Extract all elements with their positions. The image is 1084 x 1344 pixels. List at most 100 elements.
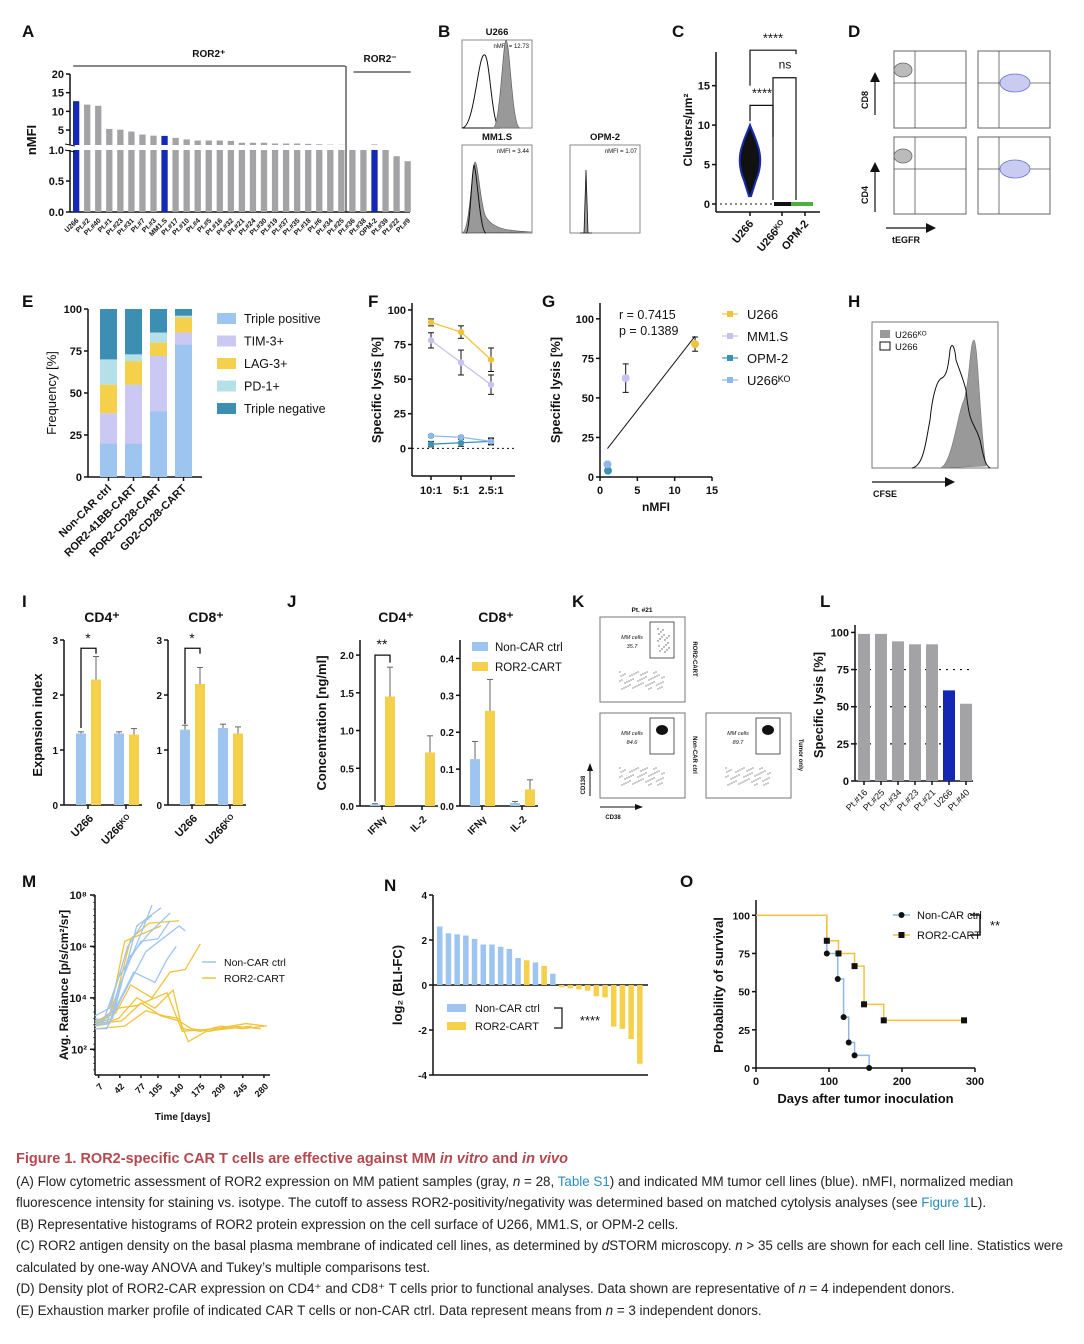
- event-dot: [655, 767, 657, 769]
- break-mark: [64, 143, 76, 147]
- event-dot: [640, 683, 642, 685]
- ytick-label: 50: [582, 393, 594, 405]
- y-axis-label: Expansion index: [30, 673, 45, 777]
- ytick-label: 0.0: [340, 802, 354, 813]
- bar-upper-Pt.#23: [117, 129, 124, 145]
- ytick-label: 25: [582, 432, 594, 444]
- event-dot: [762, 771, 764, 773]
- event-dot: [643, 773, 645, 775]
- density-plot-frame: [977, 136, 1051, 215]
- event-dot: [657, 628, 659, 630]
- chart-f-lysis-ratio: 0 25 50 75 100 Specific lysis [%] 10:1 5:1 2.5:1: [369, 303, 515, 497]
- panel-letter-n: N: [384, 876, 397, 895]
- waterfall-bar: [480, 944, 486, 985]
- trace-ror2-cart: [94, 988, 265, 1032]
- event-dot: [621, 784, 623, 786]
- legend-swatch: [472, 662, 488, 671]
- ytick-label: 0.1: [440, 765, 454, 776]
- event-dot: [768, 777, 770, 779]
- bar-Non-CAR ctrl: [370, 804, 380, 806]
- xtick-label: 0: [753, 1076, 759, 1088]
- event-dot: [639, 679, 641, 681]
- event-dot: [765, 783, 767, 785]
- condition-label: Non-CAR ctrl: [691, 736, 697, 774]
- legend-swatch: [217, 403, 236, 414]
- event-dot: [663, 772, 665, 774]
- gate-label: MM cells: [727, 731, 749, 737]
- event-dot: [621, 775, 623, 777]
- data-point-U266: [427, 319, 435, 326]
- event-dot: [659, 687, 661, 689]
- trace-non-car-ctrl: [95, 925, 186, 1030]
- bar-Pt.#34: [327, 150, 334, 212]
- event-dot: [625, 686, 627, 688]
- figure-1-link[interactable]: Figure 1: [921, 1195, 971, 1210]
- xtick-label: U266: [173, 813, 200, 840]
- event-dot: [725, 767, 727, 769]
- event-dot: [746, 779, 748, 781]
- event-dot: [632, 774, 634, 776]
- event-dot: [741, 768, 743, 770]
- bar-upper-Pt.#4: [194, 140, 201, 145]
- event-dot: [622, 770, 624, 772]
- event-dot: [657, 784, 659, 786]
- y-axis-label: Specific lysis [%]: [811, 652, 826, 758]
- ytick-label: 50: [70, 388, 82, 400]
- ytick-label: 100: [831, 627, 849, 639]
- event-dot: [634, 686, 636, 688]
- bar-segment-tim-3-: [150, 356, 167, 412]
- event-dot: [769, 772, 771, 774]
- gate-value: 84.6: [627, 740, 639, 746]
- ror2-curve: [580, 169, 592, 234]
- event-dot: [626, 777, 628, 779]
- event-dot: [661, 782, 663, 784]
- waterfall-bar: [454, 934, 460, 985]
- event-dot: [645, 685, 647, 687]
- ytick-label: 25: [394, 409, 406, 421]
- event-dot: [650, 687, 652, 689]
- ytick-label: 1.5: [340, 689, 354, 700]
- correlation-r: r = 0.7415: [619, 308, 676, 322]
- sig-label-ns: ns: [779, 57, 792, 71]
- data-point-OPM-2: [457, 439, 465, 446]
- event-dot: [745, 775, 747, 777]
- event-dot: [659, 783, 661, 785]
- event-dot: [627, 781, 629, 783]
- event-dot: [647, 684, 649, 686]
- event-dot: [639, 775, 641, 777]
- table-s1-link[interactable]: Table S1: [557, 1173, 610, 1189]
- ytick-label: 50: [738, 987, 750, 999]
- legend-swatch: [447, 1022, 466, 1030]
- histogram-title: MM1.S: [482, 132, 512, 143]
- xtick-label: 300: [966, 1076, 984, 1088]
- bar-Pt.#36: [349, 150, 356, 212]
- arrowhead-cd4: [870, 162, 880, 172]
- event-dot: [660, 631, 662, 633]
- event-dot: [647, 780, 649, 782]
- ytick-label: 0: [421, 981, 427, 992]
- u266ko-histogram: [939, 339, 987, 469]
- bar-Pt.#34: [892, 641, 904, 781]
- violin-u266ko: [774, 202, 794, 206]
- condition-label: ROR2-CART: [691, 641, 697, 677]
- event-dot: [649, 683, 651, 685]
- contour-negative: [893, 148, 913, 164]
- chart-b-histograms: U266 nMFI = 12.73 MM1.S nMFI = 3.44 OPM-2 nMF…: [461, 27, 641, 234]
- censor-marker: [845, 1039, 852, 1046]
- event-dot: [663, 634, 665, 636]
- xtick-label: 175: [189, 1081, 207, 1099]
- violin-u266: [738, 122, 762, 198]
- bar-upper-Pt.#35: [294, 143, 301, 145]
- mm-cells-gate: [755, 717, 781, 755]
- bar-segment-pd-1-: [100, 359, 117, 385]
- censor-marker: [866, 1065, 873, 1071]
- legend-swatch: [447, 1004, 466, 1012]
- bar-ROR2-CART: [385, 696, 395, 806]
- event-dot: [624, 673, 626, 675]
- event-dot: [635, 672, 637, 674]
- bar-Pt.#35: [294, 150, 301, 212]
- event-dot: [730, 778, 732, 780]
- ytick-label: 0.0: [49, 207, 64, 219]
- xtick-label: 10: [669, 485, 681, 497]
